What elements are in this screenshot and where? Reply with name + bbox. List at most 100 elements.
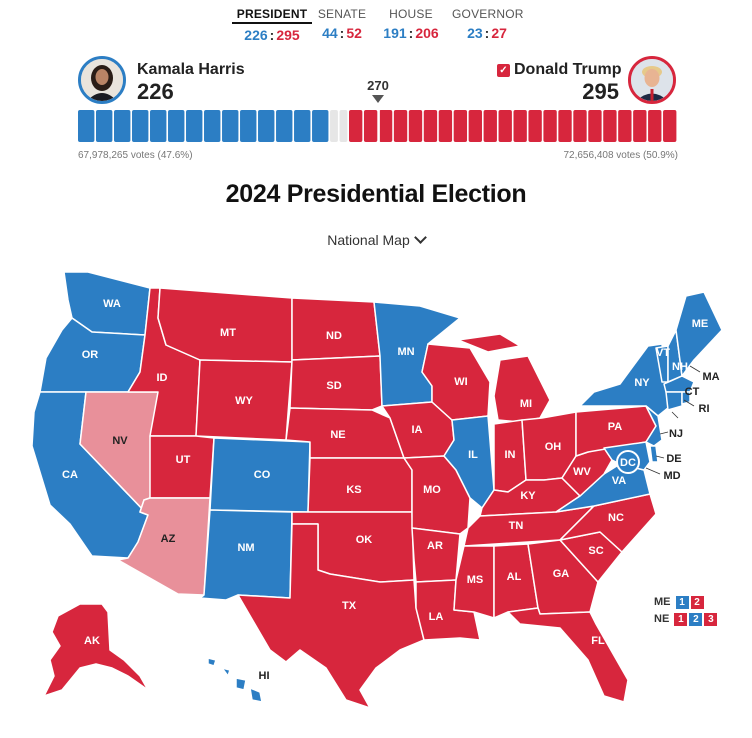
state-SD[interactable]: [289, 355, 383, 411]
harris-avatar: [78, 56, 126, 104]
trump-electoral-votes: 295: [582, 79, 619, 104]
label-VA: VA: [612, 475, 627, 487]
harris-electoral-votes: 226: [137, 79, 174, 104]
split-ne-label: NE: [654, 613, 670, 625]
label-MI: MI: [520, 398, 532, 410]
state-MA[interactable]: [663, 375, 695, 393]
state-MT[interactable]: [157, 287, 293, 363]
label-SD: SD: [326, 380, 341, 392]
us-electoral-map: WA OR CA NV ID MT WY UT AZ CO NM ND SD N…: [0, 262, 752, 738]
rep-ev-segment: [378, 110, 393, 142]
rep-ev-segment: [498, 110, 512, 142]
state-AK[interactable]: [43, 603, 149, 697]
label-AR: AR: [427, 540, 443, 552]
trump-info: ✓ Donald Trump 295: [497, 61, 622, 105]
state-AR[interactable]: [411, 527, 461, 583]
label-NM: NM: [237, 542, 254, 554]
label-CO: CO: [254, 469, 271, 481]
label-IL: IL: [468, 449, 478, 461]
tab-president[interactable]: PRESIDENT 226:295: [232, 6, 312, 43]
rep-ev-segment: [438, 110, 453, 142]
harris-info: Kamala Harris 226: [137, 61, 245, 105]
electoral-bar-svg: [78, 110, 677, 142]
label-FL: FL: [591, 635, 605, 647]
dem-ev-segment: [186, 110, 203, 142]
label-DC: DC: [620, 457, 636, 469]
state-NM[interactable]: [199, 509, 293, 601]
rep-ev-segment: [618, 110, 632, 142]
trump-popular-vote: 72,656,408 votes (50.9%): [563, 150, 678, 161]
label-CA: CA: [62, 469, 78, 481]
dem-ev-segment: [132, 110, 149, 142]
rep-ev-segment: [423, 110, 438, 142]
dem-ev-segment: [114, 110, 131, 142]
tab-senate[interactable]: SENATE 44:52: [312, 6, 372, 41]
state-UT[interactable]: [149, 435, 215, 499]
trump-avatar: [628, 56, 676, 104]
label-MN: MN: [397, 346, 414, 358]
state-DE[interactable]: [649, 445, 659, 463]
rep-ev-segment: [393, 110, 408, 142]
rep-ev-segment: [453, 110, 468, 142]
label-ID: ID: [157, 372, 168, 384]
trump-name: Donald Trump: [514, 61, 622, 78]
label-NY: NY: [634, 377, 650, 389]
dem-ev-segment: [258, 110, 275, 142]
label-DE: DE: [666, 453, 681, 465]
state-TX[interactable]: [237, 523, 425, 709]
tab-label: HOUSE: [389, 7, 433, 21]
label-KS: KS: [346, 484, 361, 496]
harris-avatar-wrap: [78, 56, 126, 104]
label-VT: VT: [656, 347, 670, 359]
tab-governor[interactable]: GOVERNOR 23:27: [452, 6, 524, 41]
split-ne-box: 1: [674, 613, 688, 626]
label-CT: CT: [685, 386, 700, 398]
rep-ev-segment: [528, 110, 542, 142]
label-ME: ME: [692, 318, 709, 330]
split-ne-box: 2: [689, 613, 703, 626]
label-PA: PA: [608, 421, 623, 433]
map-selector-label: National Map: [327, 232, 410, 248]
split-me-box: 1: [675, 596, 689, 609]
state-ND[interactable]: [291, 297, 381, 361]
label-WA: WA: [103, 298, 121, 310]
threshold-label: 270: [367, 78, 389, 93]
dem-ev-segment: [96, 110, 113, 142]
label-AZ: AZ: [161, 533, 176, 545]
tab-label: SENATE: [317, 7, 367, 21]
rep-ev-segment: [543, 110, 557, 142]
state-HI[interactable]: [207, 657, 263, 703]
map-selector-dropdown[interactable]: National Map: [0, 231, 752, 248]
tab-house[interactable]: HOUSE 191:206: [378, 6, 444, 41]
dem-ev-segment: [240, 110, 257, 142]
electoral-vote-bar: [78, 110, 678, 142]
rep-ev-segment: [363, 110, 378, 142]
label-HI: HI: [259, 670, 270, 682]
dem-ev-segment: [78, 110, 95, 142]
state-IL[interactable]: [443, 415, 495, 509]
label-ND: ND: [326, 330, 342, 342]
page-title: 2024 Presidential Election: [225, 180, 527, 208]
tab-tally: 23:27: [467, 25, 507, 41]
label-IN: IN: [505, 449, 516, 461]
winner-check-icon: ✓: [497, 64, 510, 77]
uncalled-ev-segment: [330, 110, 338, 142]
split-me-box: 2: [690, 596, 704, 609]
state-RI[interactable]: [681, 391, 691, 405]
label-OR: OR: [82, 349, 99, 361]
dem-ev-segment: [150, 110, 167, 142]
rep-ev-segment: [558, 110, 572, 142]
label-TN: TN: [509, 520, 524, 532]
dem-ev-segment: [222, 110, 239, 142]
state-FL[interactable]: [507, 607, 629, 703]
label-UT: UT: [176, 454, 191, 466]
state-NY[interactable]: [579, 343, 669, 417]
state-DC[interactable]: [616, 450, 640, 474]
state-CT[interactable]: [665, 391, 683, 411]
dem-ev-segment: [294, 110, 311, 142]
tab-label: GOVERNOR: [452, 7, 524, 21]
label-TX: TX: [342, 600, 357, 612]
harris-popular-vote: 67,978,265 votes (47.6%): [78, 150, 193, 161]
label-WI: WI: [454, 376, 467, 388]
